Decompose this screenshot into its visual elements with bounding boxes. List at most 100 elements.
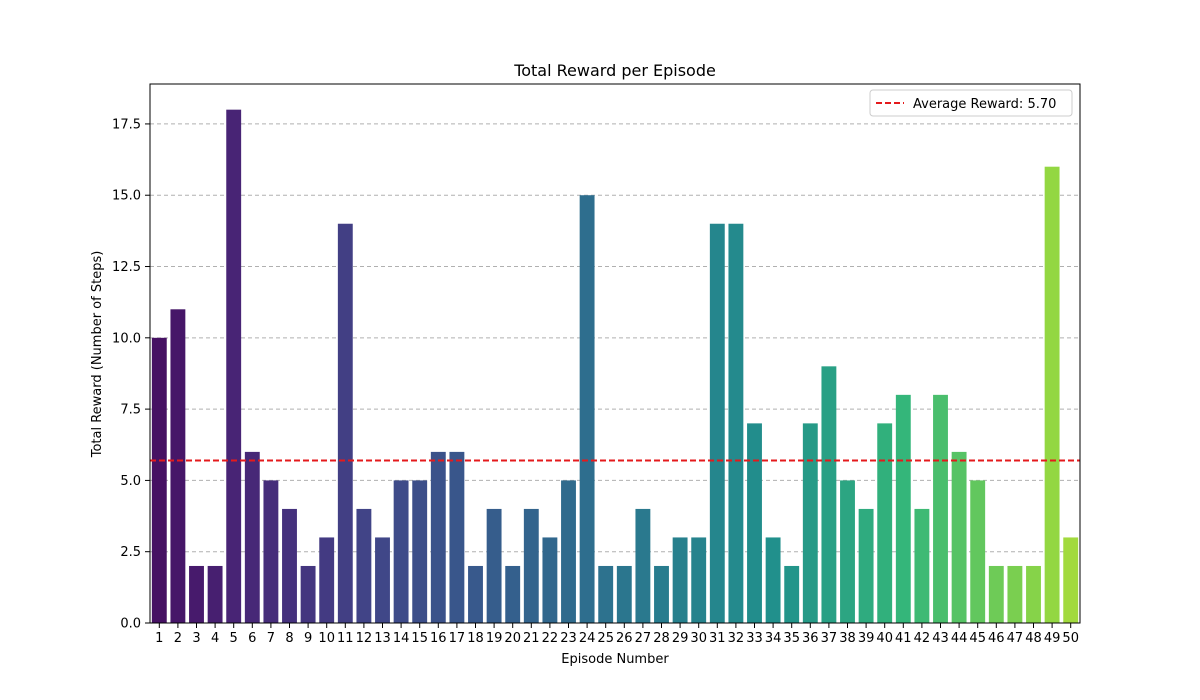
x-tick-label: 29 xyxy=(672,631,689,646)
x-tick-label: 22 xyxy=(542,631,559,646)
legend-label: Average Reward: 5.70 xyxy=(913,97,1056,112)
x-tick-label: 27 xyxy=(635,631,652,646)
x-tick-label: 23 xyxy=(560,631,577,646)
x-tick-label: 39 xyxy=(858,631,875,646)
x-tick-label: 11 xyxy=(337,631,354,646)
bar-episode-7 xyxy=(263,480,279,623)
x-tick-label: 35 xyxy=(783,631,800,646)
bar-episode-3 xyxy=(189,565,204,623)
x-tick-label: 8 xyxy=(285,631,293,646)
x-tick-label: 17 xyxy=(449,631,466,646)
x-tick-label: 25 xyxy=(597,631,614,646)
bar-episode-4 xyxy=(207,565,223,623)
x-axis-label: Episode Number xyxy=(561,652,669,667)
bar-episode-9 xyxy=(300,565,316,623)
y-tick-label: 15.0 xyxy=(112,189,141,204)
x-tick-label: 3 xyxy=(192,631,200,646)
bar-episode-19 xyxy=(486,508,502,623)
y-tick-label: 2.5 xyxy=(120,545,141,560)
bars-layer xyxy=(151,109,1079,624)
x-tick-label: 9 xyxy=(304,631,312,646)
y-tick-label: 10.0 xyxy=(112,331,141,346)
x-tick-label: 45 xyxy=(969,631,986,646)
bar-episode-34 xyxy=(765,537,781,623)
chart-title: Total Reward per Episode xyxy=(513,61,716,80)
bar-episode-48 xyxy=(1026,565,1041,623)
bar-episode-12 xyxy=(356,508,372,623)
bar-episode-37 xyxy=(821,366,837,623)
x-tick-label: 40 xyxy=(876,631,893,646)
x-tick-label: 37 xyxy=(821,631,838,646)
y-tick-label: 7.5 xyxy=(120,403,141,418)
bar-episode-20 xyxy=(505,565,521,623)
bar-episode-24 xyxy=(579,195,595,623)
x-tick-label: 19 xyxy=(486,631,503,646)
x-tick-label: 28 xyxy=(653,631,670,646)
bar-episode-42 xyxy=(914,508,930,623)
x-ticks-layer: 1 2 3 4 5 6 7 8 9 10 11 12 13 14 15 16 17 18 19 20 21 22 23 24 2… xyxy=(155,623,1079,646)
bar-episode-30 xyxy=(691,537,707,623)
y-tick-label: 17.5 xyxy=(112,117,141,132)
x-tick-label: 24 xyxy=(579,631,596,646)
bar-episode-14 xyxy=(393,480,409,623)
y-axis-label: Total Reward (Number of Steps) xyxy=(90,251,105,459)
bar-episode-46 xyxy=(988,565,1004,623)
bar-episode-26 xyxy=(616,565,632,623)
bar-episode-44 xyxy=(951,451,967,623)
bar-episode-21 xyxy=(523,508,539,623)
bar-episode-43 xyxy=(933,394,948,623)
y-tick-label: 12.5 xyxy=(112,260,141,275)
bar-episode-1 xyxy=(151,337,167,623)
bar-episode-27 xyxy=(635,508,651,623)
bar-episode-23 xyxy=(561,480,576,623)
bar-episode-6 xyxy=(244,451,260,623)
x-tick-label: 14 xyxy=(393,631,410,646)
x-tick-label: 18 xyxy=(467,631,484,646)
bar-episode-39 xyxy=(858,508,874,623)
bar-episode-10 xyxy=(319,537,335,623)
bar-episode-2 xyxy=(170,309,186,623)
bar-episode-38 xyxy=(840,480,855,623)
y-tick-label: 0.0 xyxy=(120,617,141,632)
y-tick-label: 5.0 xyxy=(120,474,141,489)
x-tick-label: 16 xyxy=(430,631,447,646)
x-tick-label: 26 xyxy=(616,631,633,646)
x-tick-label: 34 xyxy=(765,631,782,646)
plot-frame xyxy=(149,83,1081,624)
x-tick-label: 6 xyxy=(248,631,256,646)
x-tick-label: 42 xyxy=(914,631,931,646)
bar-episode-36 xyxy=(802,423,818,623)
bar-episode-32 xyxy=(728,223,744,624)
x-tick-label: 1 xyxy=(155,631,163,646)
bar-episode-33 xyxy=(747,423,762,623)
bar-episode-28 xyxy=(654,565,669,623)
x-tick-label: 46 xyxy=(988,631,1005,646)
x-tick-label: 30 xyxy=(690,631,707,646)
x-tick-label: 48 xyxy=(1025,631,1042,646)
x-tick-label: 4 xyxy=(211,631,219,646)
legend-box xyxy=(869,89,1073,117)
bar-episode-11 xyxy=(337,223,353,624)
x-tick-label: 12 xyxy=(356,631,373,646)
x-tick-label: 36 xyxy=(802,631,819,646)
x-tick-label: 32 xyxy=(728,631,745,646)
bar-episode-35 xyxy=(784,565,800,623)
bar-episode-18 xyxy=(468,565,483,623)
x-tick-label: 7 xyxy=(267,631,275,646)
x-tick-label: 50 xyxy=(1062,631,1079,646)
x-tick-label: 47 xyxy=(1007,631,1024,646)
x-tick-label: 15 xyxy=(411,631,428,646)
x-tick-label: 41 xyxy=(895,631,912,646)
grid-layer xyxy=(150,123,1080,553)
y-ticks-layer: 0.0 2.5 5.0 7.5 10.0 12.5 15.0 17.5 xyxy=(112,117,150,632)
bar-episode-45 xyxy=(970,480,986,623)
x-tick-label: 2 xyxy=(174,631,182,646)
bar-episode-15 xyxy=(412,480,428,623)
x-tick-label: 5 xyxy=(230,631,238,646)
x-tick-label: 31 xyxy=(709,631,726,646)
bar-episode-50 xyxy=(1063,537,1079,623)
bar-episode-16 xyxy=(430,451,446,623)
x-tick-label: 38 xyxy=(839,631,856,646)
bar-episode-5 xyxy=(226,109,242,623)
